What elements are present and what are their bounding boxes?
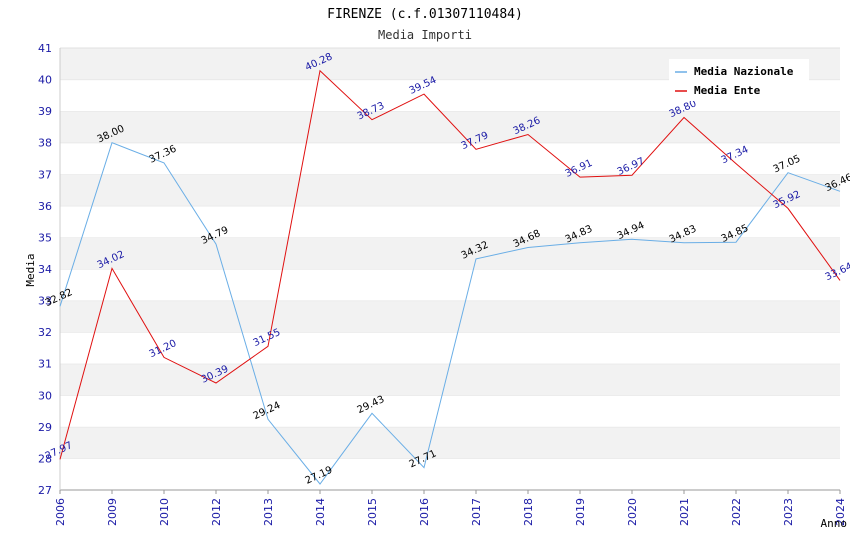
legend-label-media-ente: Media Ente [694, 84, 761, 97]
chart-title: FIRENZE (c.f.01307110484) [327, 7, 523, 22]
x-tick-label: 2020 [626, 498, 639, 526]
y-tick-label: 35 [38, 231, 52, 244]
x-axis-label: Anno [821, 517, 848, 530]
grid-band [60, 269, 840, 301]
grid-band [60, 111, 840, 143]
y-axis-label: Media [24, 253, 37, 286]
y-tick-label: 31 [38, 358, 52, 371]
x-tick-label: 2018 [522, 498, 535, 526]
y-tick-label: 34 [38, 263, 52, 276]
x-tick-label: 2021 [678, 498, 691, 526]
grid-band [60, 458, 840, 490]
x-tick-label: 2023 [782, 498, 795, 526]
series-line-media-nazionale [59, 142, 841, 485]
grid-band [60, 142, 840, 175]
grid-bands [60, 47, 840, 490]
y-tick-label: 27 [38, 484, 52, 497]
grid-band [60, 363, 840, 396]
legend-box [669, 59, 809, 101]
grid-band [60, 300, 840, 333]
x-tick-label: 2006 [54, 498, 67, 526]
x-tick-label: 2012 [210, 498, 223, 526]
x-tick-label: 2013 [262, 498, 275, 526]
y-tick-label: 39 [38, 105, 52, 118]
x-tick-label: 2019 [574, 498, 587, 526]
x-tick-label: 2016 [418, 498, 431, 526]
x-tick-label: 2009 [106, 498, 119, 526]
grid-band [60, 332, 840, 364]
y-tick-label: 41 [38, 42, 52, 55]
grid-band [60, 395, 840, 427]
y-tick-label: 40 [38, 74, 52, 87]
x-tick-label: 2024 [834, 498, 847, 526]
x-tick-label: 2017 [470, 498, 483, 526]
x-tick-label: 2010 [158, 498, 171, 526]
y-tick-label: 36 [38, 200, 52, 213]
legend: Media Nazionale Media Ente [669, 59, 809, 101]
y-tick-label: 33 [38, 295, 52, 308]
grid-band [60, 205, 840, 238]
y-tick-label: 30 [38, 389, 52, 402]
x-tick-label: 2022 [730, 498, 743, 526]
series-group [59, 69, 841, 485]
y-tick-label: 37 [38, 168, 52, 181]
y-tick-label: 32 [38, 326, 52, 339]
x-tick-label: 2014 [314, 498, 327, 526]
x-tick-label: 2015 [366, 498, 379, 526]
legend-label-media-nazionale: Media Nazionale [694, 65, 794, 78]
y-tick-label: 29 [38, 421, 52, 434]
series-line-media-ente [59, 69, 841, 460]
chart-subtitle: Media Importi [378, 28, 472, 42]
x-axis-ticks: 2006 2009 2010 2012 2013 2014 2015 2016 2017 2018… [54, 490, 847, 526]
y-tick-label: 38 [38, 137, 52, 150]
y-tick-label: 28 [38, 452, 52, 465]
grid-band [60, 174, 840, 206]
grid-band [60, 426, 840, 459]
y-axis-ticks: 27 28 29 30 31 32 33 34 35 36 37 38 39 40 41 [38, 42, 52, 497]
